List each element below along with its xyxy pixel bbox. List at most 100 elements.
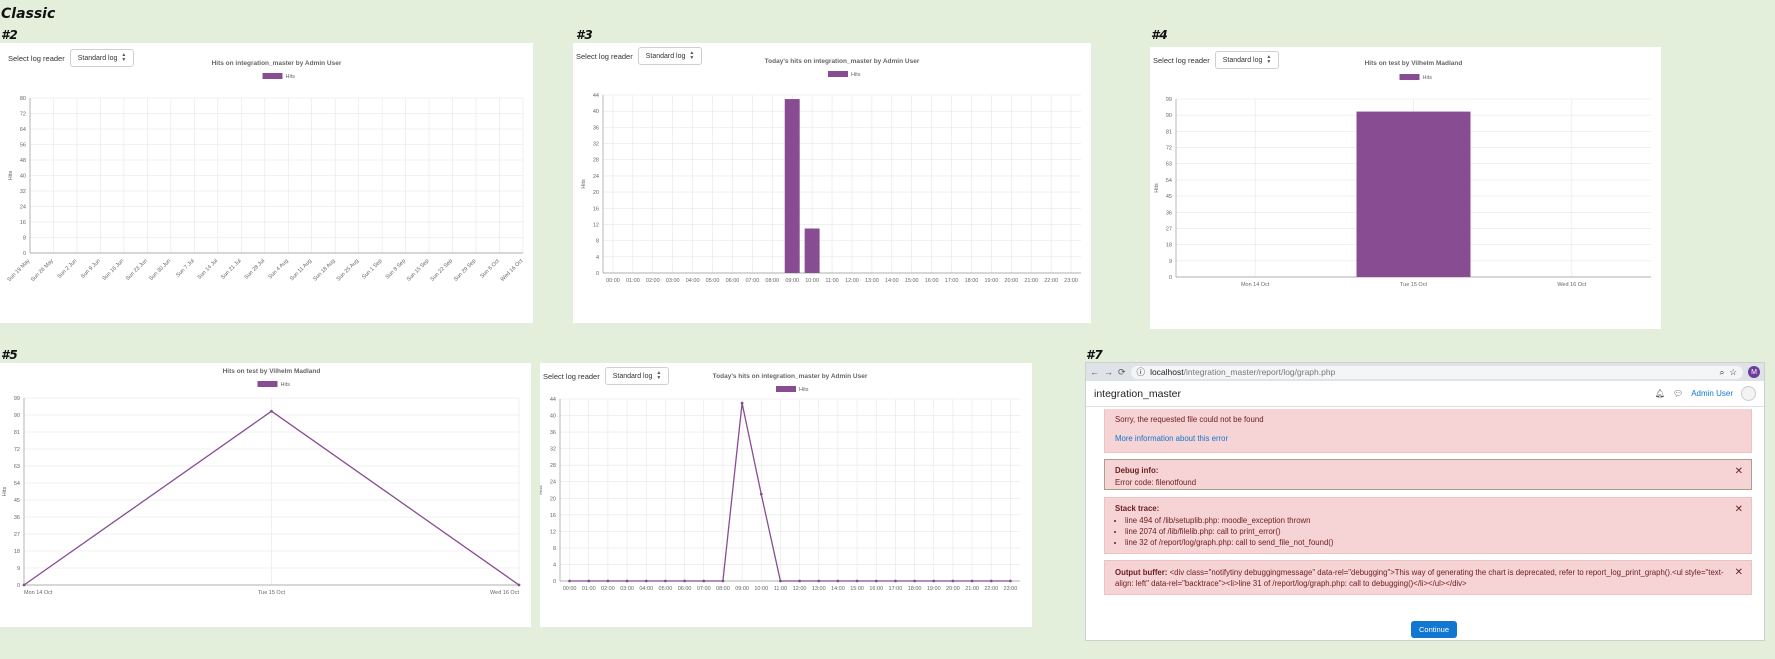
log-reader-3: Select log reader Standard log ▲ ▼ [576,47,703,65]
data-point [759,492,763,496]
error-message: Sorry, the requested file could not be f… [1115,415,1264,424]
stack-title: Stack trace: [1115,504,1160,513]
log-reader-select[interactable]: Standard log ▲ ▼ [604,367,670,385]
y-tick-label: 72 [14,447,20,453]
x-tick-label: 20:00 [946,586,960,592]
log-reader-select[interactable]: Standard log ▲ ▼ [637,47,703,65]
more-info-link[interactable]: More information about this error [1115,434,1229,443]
x-tick-label: 21:00 [1024,278,1038,284]
y-tick-label: 44 [550,397,556,403]
x-tick-label: Sun 23 Jun [125,258,149,282]
chart-title: Hits on test by Vilhelm Madland [223,368,321,375]
back-icon[interactable]: ← [1090,367,1099,377]
log-reader-select[interactable]: Standard log ▲ ▼ [69,49,135,67]
y-tick-label: 4 [596,255,599,261]
y-tick-label: 40 [550,414,556,420]
y-tick-label: 63 [14,464,20,470]
forward-icon[interactable]: → [1104,367,1113,377]
series-line [569,403,1011,582]
data-point [270,409,273,413]
y-tick-label: 99 [14,396,20,402]
x-tick-label: 08:00 [765,278,779,284]
x-tick-label: 06:00 [726,278,740,284]
y-tick-label: 28 [550,463,556,469]
chart-3: Today's hits on integration_master by Ad… [581,58,1081,284]
x-tick-label: 08:00 [716,586,730,592]
debug-text: Error code: filenotfound [1115,478,1197,487]
y-tick-label: 45 [14,498,20,504]
x-tick-label: 16:00 [869,586,883,592]
x-tick-label: 13:00 [812,586,826,592]
user-menu[interactable]: Admin User [1691,389,1733,398]
avatar[interactable] [1741,386,1756,401]
x-tick-label: Mon 14 Oct [1241,282,1270,288]
x-tick-label: Sun 8 Sep [385,258,407,280]
x-tick-label: Sun 6 Oct [479,258,501,280]
data-point [970,579,974,583]
y-tick-label: 44 [593,93,599,99]
x-tick-label: 07:00 [697,586,711,592]
close-icon[interactable]: ✕ [1734,567,1743,578]
data-point [721,579,725,583]
data-point [664,579,667,583]
info-icon: ⓘ [1136,367,1146,377]
y-tick-label: 12 [550,529,556,535]
profile-icon[interactable]: M [1748,366,1760,378]
data-point [606,579,610,583]
y-tick-label: 18 [1166,243,1172,249]
y-tick-label: 54 [1166,178,1172,184]
data-point [836,579,840,583]
x-tick-label: 14:00 [831,586,845,592]
y-tick-label: 16 [593,206,599,212]
data-point [1009,579,1012,583]
chart-5: Hits on test by Vilhelm Madland Hits 0 9 18 2… [2,368,521,596]
chart-title: Hits on test by Vilhelm Madland [1365,60,1463,67]
close-icon[interactable]: ✕ [1734,504,1743,515]
y-tick-label: 32 [550,447,556,453]
message-icon[interactable]: 💬︎ [1673,389,1684,398]
close-icon[interactable]: ✕ [1734,466,1743,477]
zoom-icon[interactable]: ⌕ [1719,366,1725,377]
legend-swatch [1399,74,1420,80]
x-tick-label: Sun 7 Jul [175,258,195,278]
bell-icon[interactable]: 🔔︎ [1654,389,1666,398]
data-point [932,579,936,583]
x-tick-label: Sun 16 Jun [101,258,125,282]
y-tick-label: 81 [1166,129,1172,135]
data-point [798,579,801,583]
y-tick-label: 28 [593,158,599,164]
y-axis-label: Hits [2,487,8,497]
chart-4: Hits on test by Vilhelm Madland Hits 0 9 18 2… [1154,60,1651,288]
debug-alert: Debug info: Error code: filenotfound ✕ [1104,459,1752,490]
y-tick-label: 16 [550,513,556,519]
x-tick-label: Sun 4 Aug [267,258,289,280]
x-tick-label: 09:00 [735,586,749,592]
x-tick-label: Wed 16 Oct [1557,282,1586,288]
x-tick-label: 23:00 [1004,586,1018,592]
y-tick-label: 9 [17,566,20,572]
x-tick-label: Sun 11 Aug [289,258,313,282]
y-tick-label: 54 [14,481,20,487]
address-bar[interactable]: ⓘ localhost/integration_master/report/lo… [1130,365,1743,379]
reload-icon[interactable]: ⟳ [1118,366,1126,377]
site-name[interactable]: integration_master [1094,387,1181,400]
x-tick-label: 15:00 [850,586,864,592]
y-tick-label: 81 [14,430,20,436]
bar [784,99,800,273]
y-tick-label: 0 [1169,275,1172,281]
chart-title: Today's hits on integration_master by Ad… [765,58,920,65]
y-axis-label: Hits [540,485,544,495]
legend-swatch [257,381,278,387]
x-tick-label: 14:00 [885,278,899,284]
log-reader-2: Select log reader Standard log ▲ ▼ [8,49,135,67]
log-reader-select[interactable]: Standard log ▲ ▼ [1214,51,1280,69]
y-tick-label: 40 [593,109,599,115]
star-icon[interactable]: ☆ [1729,366,1737,377]
section-label-5: #5 [1,348,18,362]
x-tick-label: 12:00 [793,586,807,592]
chart-panel-5: Hits on test by Vilhelm Madland Hits 0 9 18 2… [0,363,531,627]
x-tick-label: Sun 22 Sep [429,258,454,283]
continue-button[interactable]: Continue [1411,621,1458,638]
error-alert: Sorry, the requested file could not be f… [1104,409,1752,453]
data-point [894,579,897,583]
